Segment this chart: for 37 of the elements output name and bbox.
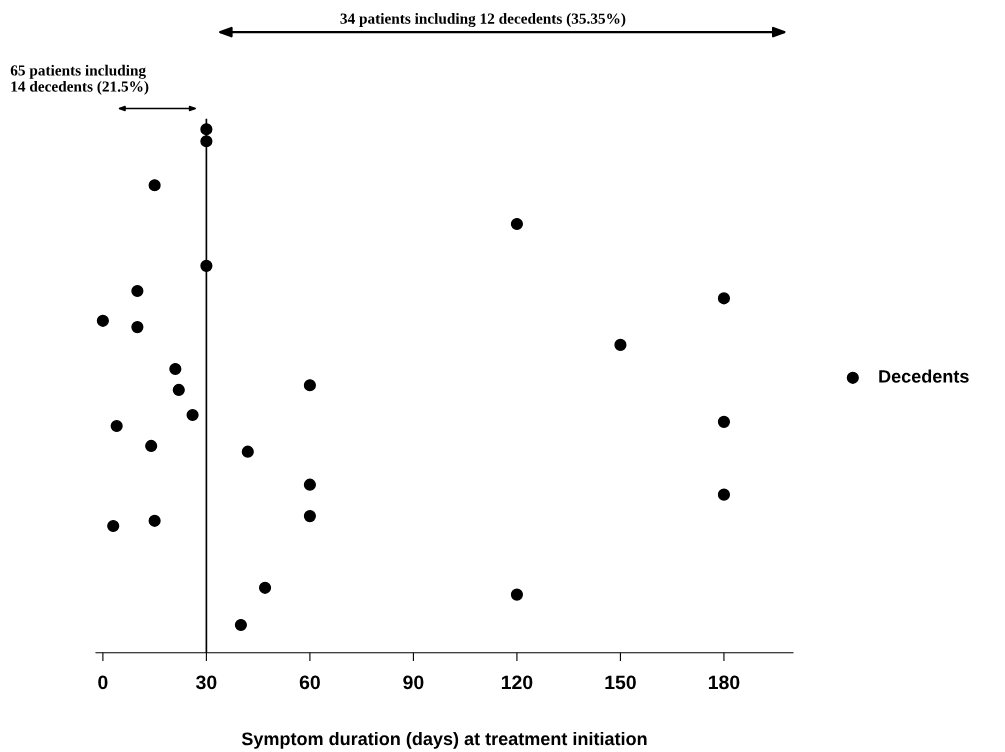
point: [186, 408, 199, 422]
x-tick-label: 30: [196, 675, 217, 690]
x-tick-label: 0: [98, 675, 108, 690]
point: [614, 338, 627, 351]
point: [510, 588, 523, 601]
point: [110, 419, 123, 433]
point: [258, 581, 272, 594]
point: [717, 415, 731, 428]
x-tick-label: 150: [605, 675, 636, 690]
point: [303, 510, 316, 523]
point: [148, 514, 161, 527]
point: [148, 179, 161, 192]
x-tick-label: 120: [501, 675, 533, 690]
point: [241, 445, 254, 458]
point: [510, 217, 523, 231]
text: 34 patients including 12 decedents (35.35%): [340, 13, 626, 27]
point: [200, 135, 213, 148]
point: [131, 284, 144, 298]
point: [200, 259, 213, 272]
x-tick-label: 180: [708, 675, 740, 690]
point: [145, 439, 158, 453]
x-tick-label: 90: [403, 675, 424, 690]
x-axis-title: Symptom duration (days) at treatment initiation: [241, 731, 647, 749]
point: [131, 321, 144, 334]
point: [717, 292, 731, 305]
point: [234, 618, 247, 632]
point: [96, 314, 109, 327]
legend-label: Decedents: [879, 369, 969, 383]
point: [303, 478, 316, 491]
text: 65 patients including 14 decedents (21.5%): [10, 64, 149, 95]
point: [303, 379, 316, 392]
point: [200, 123, 213, 136]
point: [107, 519, 120, 533]
x-tick-label: 60: [299, 675, 320, 690]
point: [717, 488, 731, 501]
point: [172, 383, 185, 396]
point: [169, 362, 182, 376]
